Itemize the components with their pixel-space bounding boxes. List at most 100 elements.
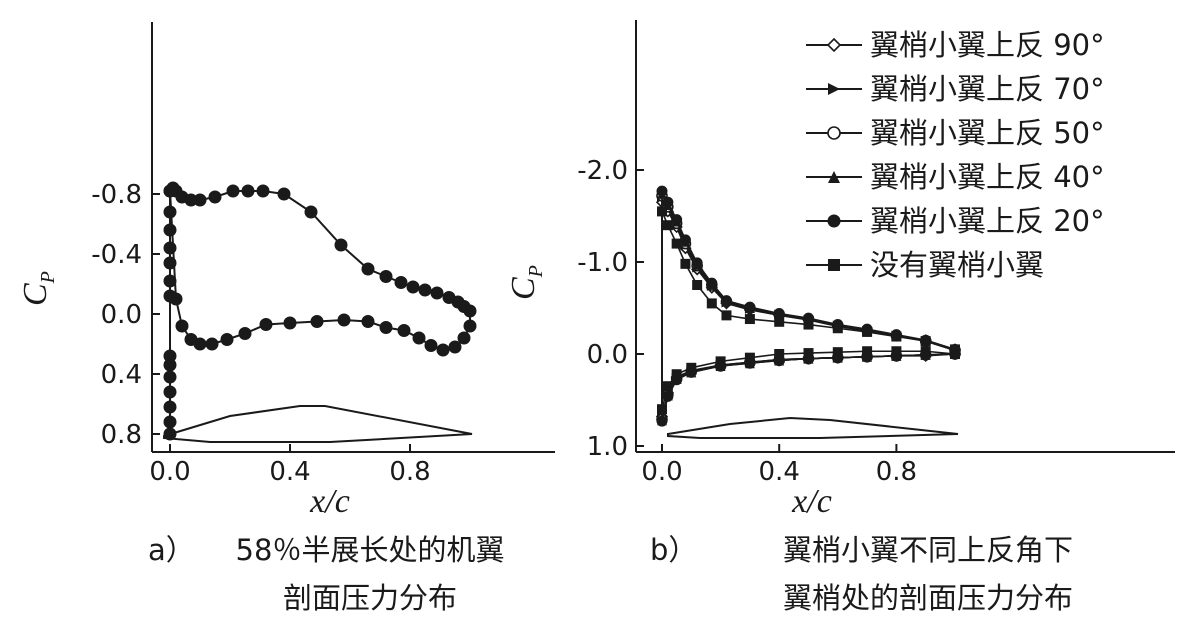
panel-b-upper-point (656, 185, 668, 197)
panel-a-upper-point (304, 205, 318, 219)
panel-a-y-tick-label: 0.4 (101, 360, 142, 390)
panel-b-upper-point (691, 257, 703, 269)
panel-b-y-tick-label: -1.0 (577, 248, 628, 278)
panel-a-leading-edge-point (163, 274, 177, 288)
panel-a-lower-point (448, 340, 462, 354)
panel-b-upper-point (744, 301, 756, 313)
panel-a-lower-point (238, 327, 252, 340)
panel-b-caption-line-2: 翼梢处的剖面压力分布 (783, 581, 1073, 615)
panel-b-lower-point (920, 346, 931, 357)
panel-a-leading-edge-point (163, 400, 177, 414)
panel-a-y-label-main: C (17, 283, 54, 306)
panel-b-upper-point (744, 314, 755, 325)
panel-b-upper-point (862, 326, 873, 337)
panel-a-lower-point (412, 331, 426, 345)
panel-a-upper-point (418, 283, 432, 297)
panel-b-y-tick-label: -2.0 (577, 156, 628, 186)
panel-b-lower-point (656, 415, 668, 427)
panel-b-x-ticks: 0.0 0.4 0.8 (641, 444, 917, 487)
legend-label: 翼梢小翼上反 70° (870, 72, 1105, 106)
panel-b-upper-point (662, 220, 673, 231)
panel-b-upper-point (671, 238, 682, 249)
panel-b-lower-point (657, 404, 667, 415)
panel-a-label: a） (148, 533, 195, 567)
panel-a-x-tick-label: 0.0 (149, 457, 190, 487)
panel-a-lower-point (379, 321, 393, 334)
panel-b-caption-line-1: 翼梢小翼不同上反角下 (783, 533, 1073, 567)
panel-b-airfoil-section (667, 416, 959, 439)
legend-marker (828, 259, 840, 271)
panel-b-y-tick-label: 1.0 (587, 432, 628, 462)
panel-a: -0.8-0.40.00.40.8 0.0 0.4 0.8 CP x/c a） 58… (17, 22, 555, 615)
panel-b-upper-point (832, 323, 843, 334)
panel-a-lower-point (310, 315, 324, 328)
panel-b-lower-point (803, 348, 814, 359)
panel-a-leading-edge-point (163, 415, 177, 429)
panel-a-lower-point (193, 337, 207, 351)
panel-b-x-tick-label: 0.4 (759, 457, 800, 487)
panel-b-upper-point (803, 319, 814, 330)
panel-b-upper-point (671, 214, 683, 226)
panel-a-leading-edge-point (163, 256, 177, 270)
panel-b-lower-point (662, 381, 673, 392)
panel-a-x-tick-label: 0.4 (269, 457, 310, 487)
legend-label: 没有翼梢小翼 (870, 248, 1044, 282)
panel-a-lower-point (361, 315, 375, 328)
legend-marker (826, 37, 842, 53)
panel-a-y-ticks: -0.8 -0.4 0.0 0.4 0.8 (91, 180, 160, 450)
panel-a-y-tick-label: -0.4 (91, 240, 142, 270)
panel-b-y-label: CP (505, 265, 547, 300)
panel-a-caption-line-2: 剖面压力分布 (283, 581, 457, 615)
panel-b: -2.0 -1.0 0.0 1.0 0.0 0.4 0.8 CP x/c 翼梢小翼上反 9… (505, 20, 1175, 615)
panel-b-upper-point (692, 280, 703, 290)
panel-b-y-tick-label: 0.0 (587, 340, 628, 370)
panel-a-lower-point (175, 319, 189, 333)
legend-label: 翼梢小翼上反 20° (870, 204, 1105, 238)
panel-b-label: b） (650, 533, 697, 567)
panel-a-upper-point (208, 190, 222, 204)
panel-b-upper-point (706, 277, 718, 289)
panel-b-upper-point (720, 295, 732, 307)
panel-b-y-label-main: C (505, 277, 542, 300)
panel-a-leading-edge-point (163, 205, 177, 219)
legend-label: 翼梢小翼上反 40° (870, 160, 1105, 194)
panel-b-lower-point (715, 356, 726, 367)
legend-marker (828, 171, 840, 183)
legend-label: 翼梢小翼上反 90° (870, 28, 1105, 62)
panel-a-upper-point (394, 276, 408, 289)
panel-a-upper-point (277, 187, 291, 201)
panel-a-upper-point (193, 193, 207, 207)
legend-marker (827, 126, 841, 140)
panel-a-upper-point (256, 184, 270, 198)
panel-b-upper-point (774, 316, 785, 327)
panel-a-leading-edge-point (163, 427, 177, 441)
panel-b-upper-point (920, 336, 931, 347)
panel-a-lower-point (463, 319, 477, 333)
panel-a-upper-point (379, 270, 393, 283)
legend-marker (828, 83, 840, 95)
panel-a-y-label: CP (17, 271, 59, 306)
legend-label: 翼梢小翼上反 50° (870, 116, 1105, 150)
panel-a-leading-edge-point (163, 358, 177, 372)
panel-b-upper-point (662, 196, 674, 208)
panel-a-upper-point (334, 238, 348, 252)
panel-a-lower-point (205, 337, 219, 351)
panel-b-lower-point (686, 362, 697, 373)
panel-a-lower-point (424, 339, 438, 352)
panel-b-curves (655, 185, 962, 427)
panel-a-upper-point (361, 262, 375, 276)
panel-a-y-tick-label: -0.8 (91, 180, 142, 210)
panel-b-lower-point (774, 349, 785, 359)
panel-a-airfoil-section (163, 405, 473, 443)
panel-a-leading-edge-point (163, 223, 177, 237)
panel-b-y-label-sub: P (525, 265, 547, 278)
panel-b-x-label: x/c (791, 483, 832, 520)
panel-b-legend: 翼梢小翼上反 90° 翼梢小翼上反 70° 翼梢小翼上反 50° 翼梢小翼上反 40°… (806, 28, 1105, 282)
panel-b-upper-point (706, 298, 717, 309)
panel-b-lower-point (671, 369, 682, 380)
panel-b-upper-point (680, 258, 691, 269)
panel-a-lower-point (457, 331, 471, 345)
panel-b-lower-point (744, 352, 755, 363)
panel-a-leading-edge-point (163, 289, 177, 303)
